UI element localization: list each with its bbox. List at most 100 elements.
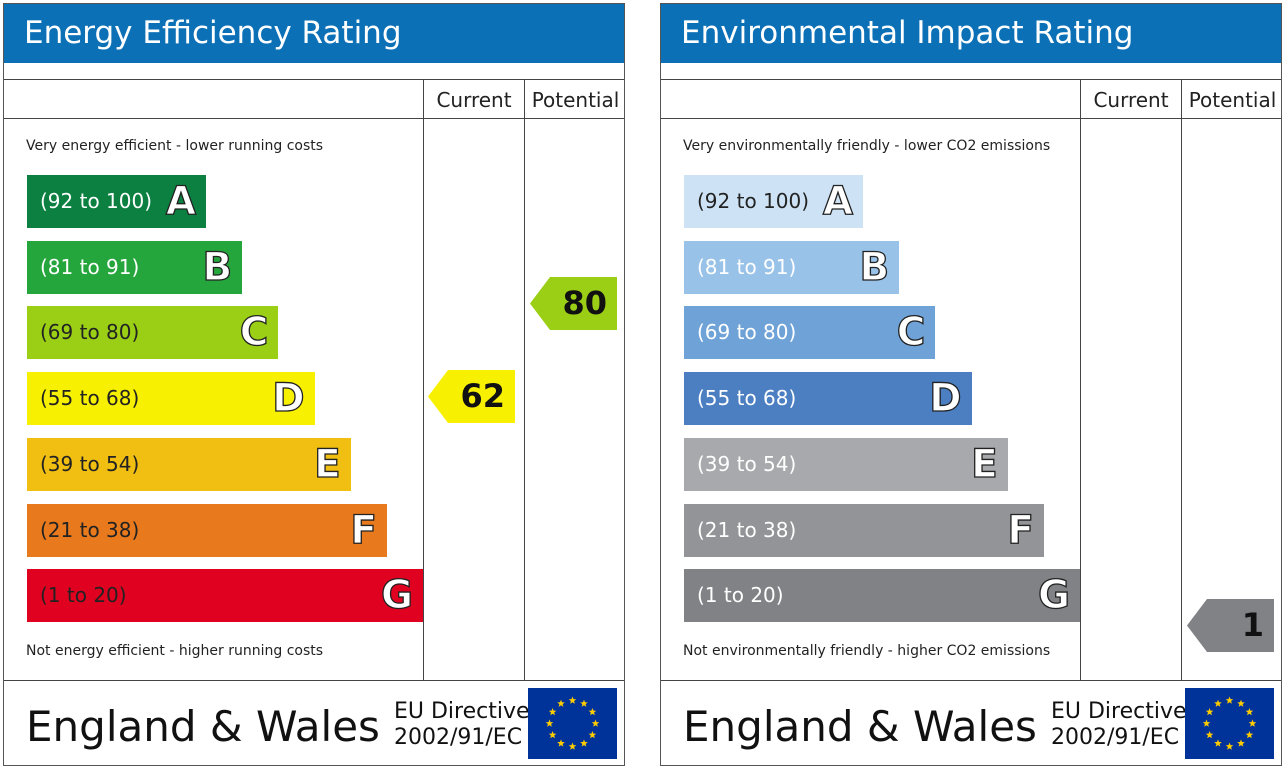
potential-rating-value: 80	[562, 283, 607, 322]
band-letter: D	[272, 375, 306, 422]
eu-star-icon	[1225, 742, 1234, 750]
rating-band-e: (39 to 54) E	[27, 437, 351, 491]
band-letter: A	[165, 178, 196, 224]
band-range-label: (1 to 20)	[697, 583, 784, 608]
column-header-current: Current	[1093, 88, 1169, 112]
divider	[1181, 79, 1182, 680]
bottom-note: Not energy efficient - higher running co…	[26, 643, 324, 659]
eu-star-icon	[548, 731, 557, 739]
eu-star-icon	[588, 731, 597, 739]
eu-star-icon	[1237, 739, 1245, 747]
eu-star-icon	[1245, 708, 1254, 716]
eu-star-icon	[1245, 731, 1254, 739]
eu-directive-line1: EU Directive	[1051, 699, 1186, 724]
band-range-label: (39 to 54)	[40, 451, 140, 476]
band-letter: F	[350, 507, 378, 553]
eu-flag-icon	[1185, 688, 1274, 759]
rating-band-f: (21 to 38) F	[27, 503, 387, 557]
potential-rating-arrow: 1	[1187, 598, 1274, 652]
divider	[1080, 79, 1081, 680]
rating-band-d: (55 to 68) D	[684, 372, 972, 426]
eu-flag-icon	[528, 688, 617, 759]
rating-band-f: (21 to 38) F	[684, 503, 1044, 557]
divider	[4, 118, 624, 119]
band-range-label: (55 to 68)	[40, 386, 140, 411]
eu-star-icon	[568, 742, 577, 750]
band-letter: G	[1037, 573, 1070, 619]
band-letter: F	[1007, 507, 1035, 553]
energy-efficiency-panel: Energy Efficiency Rating Current Potenti…	[3, 3, 625, 766]
band-range-label: (1 to 20)	[40, 583, 127, 608]
eu-star-icon	[1214, 739, 1222, 747]
environmental-impact-panel: Environmental Impact Rating Current Pote…	[660, 3, 1282, 766]
band-range-label: (55 to 68)	[697, 386, 797, 411]
eu-star-icon	[1202, 719, 1211, 727]
divider	[4, 680, 624, 681]
eu-star-icon	[1205, 708, 1214, 716]
rating-band-c: (69 to 80) C	[684, 306, 936, 360]
rating-band-a: (92 to 100) A	[27, 175, 206, 228]
top-note: Very energy efficient - lower running co…	[26, 138, 324, 154]
eu-star-icon	[557, 699, 565, 707]
eu-star-icon	[591, 719, 600, 727]
divider	[4, 79, 624, 80]
footer-region: England & Wales	[26, 702, 380, 751]
panel-title: Energy Efficiency Rating	[4, 4, 624, 63]
band-letter: B	[859, 244, 890, 290]
eu-star-icon	[1214, 699, 1222, 707]
band-range-label: (21 to 38)	[697, 517, 797, 542]
current-rating-arrow: 62	[428, 369, 515, 423]
bottom-note: Not environmentally friendly - higher CO…	[683, 643, 1051, 659]
band-letter: C	[239, 310, 269, 356]
band-letter: C	[896, 310, 926, 356]
eu-star-icon	[1248, 719, 1257, 727]
panel-title: Environmental Impact Rating	[661, 4, 1281, 63]
eu-star-icon	[568, 696, 577, 704]
rating-band-e: (39 to 54) E	[684, 437, 1008, 491]
eu-star-icon	[545, 719, 554, 727]
divider	[423, 79, 424, 680]
column-header-potential: Potential	[531, 88, 620, 112]
eu-directive-line1: EU Directive	[394, 699, 529, 724]
column-header-current: Current	[436, 88, 512, 112]
band-letter: D	[929, 375, 963, 422]
top-note: Very environmentally friendly - lower CO…	[683, 138, 1051, 154]
eu-star-icon	[1205, 731, 1214, 739]
band-range-label: (92 to 100)	[697, 189, 810, 213]
eu-directive: EU Directive 2002/91/EC	[394, 699, 529, 751]
eu-star-icon	[580, 739, 588, 747]
band-range-label: (21 to 38)	[40, 517, 140, 542]
current-rating-value: 62	[460, 376, 505, 415]
band-range-label: (69 to 80)	[697, 320, 797, 345]
rating-band-g: (1 to 20) G	[27, 569, 423, 623]
rating-band-b: (81 to 91) B	[684, 240, 900, 294]
eu-directive: EU Directive 2002/91/EC	[1051, 699, 1186, 751]
band-range-label: (39 to 54)	[697, 451, 797, 476]
rating-band-c: (69 to 80) C	[27, 306, 279, 360]
rating-band-b: (81 to 91) B	[27, 240, 243, 294]
eu-star-icon	[580, 699, 588, 707]
eu-star-icon	[588, 708, 597, 716]
potential-rating-value: 1	[1241, 605, 1264, 644]
eu-directive-line2: 2002/91/EC	[1051, 725, 1180, 750]
band-range-label: (81 to 91)	[40, 254, 140, 279]
potential-rating-arrow: 80	[530, 276, 617, 330]
band-letter: G	[380, 573, 413, 619]
rating-band-a: (92 to 100) A	[684, 175, 863, 228]
eu-star-icon	[1225, 696, 1234, 704]
band-letter: B	[202, 244, 233, 290]
divider	[661, 118, 1281, 119]
footer-region: England & Wales	[683, 702, 1037, 751]
eu-star-icon	[548, 708, 557, 716]
column-header-potential: Potential	[1188, 88, 1277, 112]
band-range-label: (92 to 100)	[40, 189, 153, 213]
divider	[661, 680, 1281, 681]
band-letter: E	[313, 441, 341, 487]
divider	[524, 79, 525, 680]
eu-star-icon	[557, 739, 565, 747]
eu-directive-line2: 2002/91/EC	[394, 725, 523, 750]
band-letter: E	[970, 441, 998, 487]
band-range-label: (81 to 91)	[697, 254, 797, 279]
band-letter: A	[822, 178, 853, 224]
band-range-label: (69 to 80)	[40, 320, 140, 345]
